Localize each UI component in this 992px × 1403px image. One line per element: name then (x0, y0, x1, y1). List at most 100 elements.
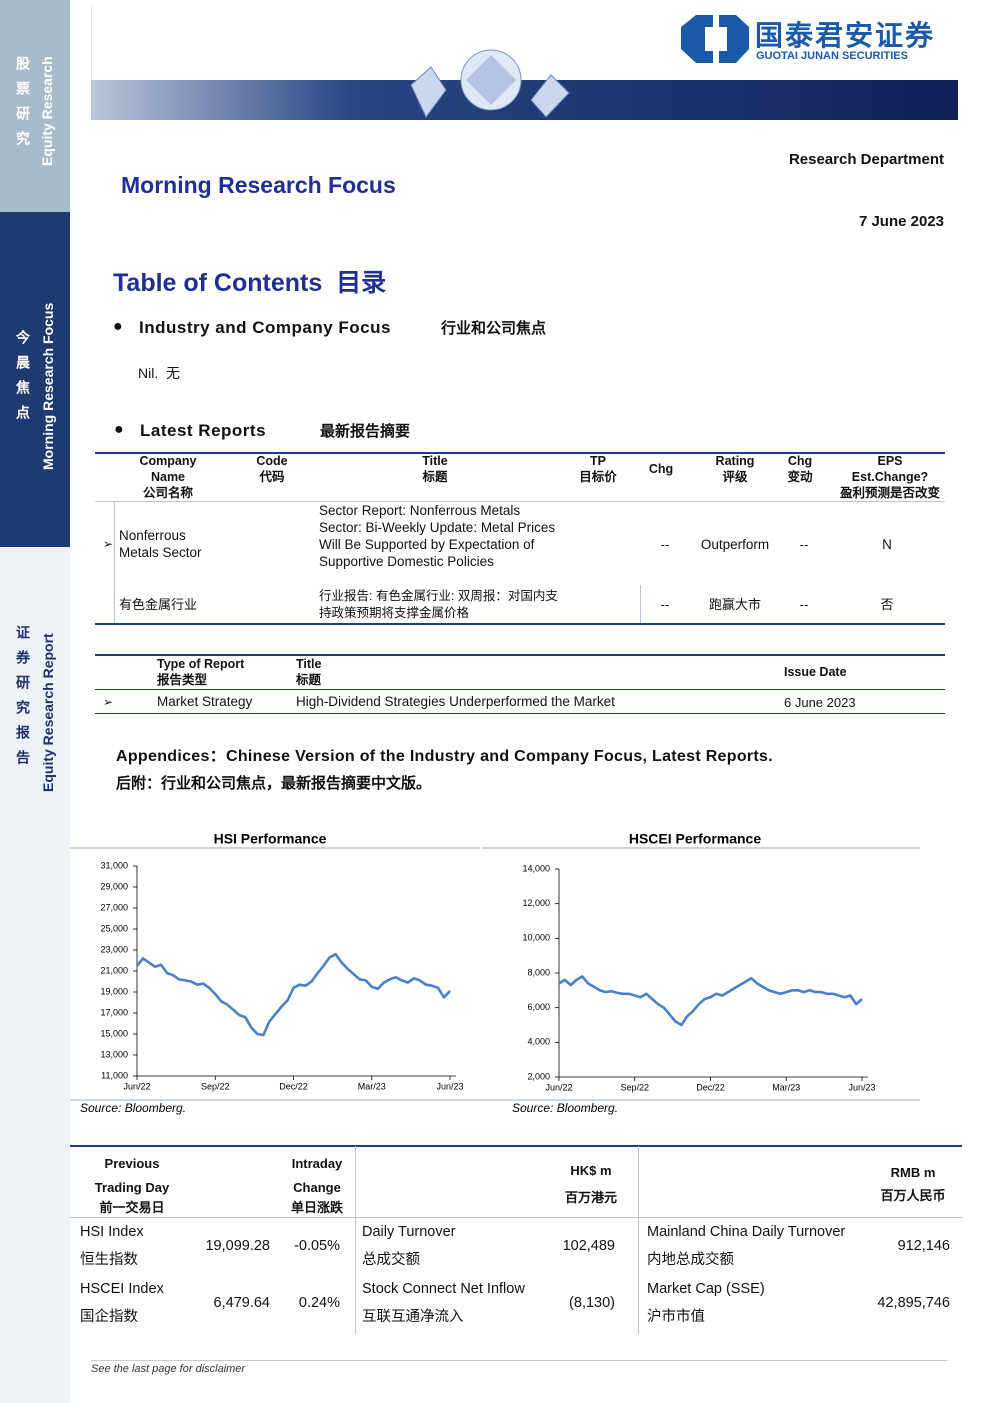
chg: -- (660, 597, 670, 612)
metric-cn: 总成交额 (362, 1252, 420, 1268)
diamond (530, 74, 570, 118)
table-rule (95, 654, 945, 656)
col-header: Company Name (139, 454, 197, 484)
col-header: Rating (715, 454, 755, 468)
banner (91, 5, 958, 120)
y-tick-label: 15,000 (100, 1028, 128, 1038)
y-tick-label: 27,000 (100, 902, 128, 912)
charts: HSI Performance Source: Bloomberg. 11,000 1… (70, 831, 920, 1115)
banner-band (91, 80, 958, 120)
row-arrow: ➢ (103, 695, 114, 709)
y-tick-label: 19,000 (100, 986, 128, 996)
report-title-cell: Sector Report: Nonferrous Metals Sector:… (319, 503, 556, 569)
col-header: Intraday Change (291, 1156, 343, 1195)
sidebar-text: Equity Research Report (40, 633, 56, 792)
report-title: Morning Research Focus (121, 172, 396, 198)
intraday-change: 0.24% (298, 1295, 340, 1311)
sidebar-text: Equity Research (39, 56, 55, 166)
metric-cn: 互联互通净流入 (362, 1309, 464, 1325)
nil-en: Nil. (138, 365, 159, 381)
appendices: Appendices：Chinese Version of the Indust… (116, 748, 773, 765)
nil-cn: 无 (166, 365, 181, 381)
col-header-cn: 变动 (787, 470, 813, 484)
line-series (558, 975, 863, 1027)
sidebar-text: 股票研究 (15, 56, 31, 156)
col-header: RMB m (890, 1165, 936, 1180)
y-tick-label: 21,000 (100, 965, 128, 975)
col-header: Chg (787, 454, 813, 468)
col-header-cn: 标题 (296, 673, 322, 687)
section-heading: Industry and Company Focus (139, 318, 391, 337)
table-rule (70, 1145, 962, 1147)
col-header-cn: 单日涨跌 (290, 1200, 344, 1215)
company: Nonferrous Metals Sector (119, 528, 202, 560)
diamond (410, 66, 447, 118)
section-heading-cn: 最新报告摘要 (320, 423, 411, 440)
table-rule (95, 713, 945, 714)
y-tick-label: 17,000 (100, 1007, 128, 1017)
previous-close: 19,099.28 (205, 1238, 270, 1254)
rmb-value: 42,895,746 (877, 1295, 950, 1311)
report-title-cell: High-Dividend Strategies Underperformed … (296, 694, 615, 709)
sidebar-text: 今晨焦点 (15, 330, 31, 430)
toc-title: Table of Contents 目录 (113, 268, 386, 298)
chg: -- (660, 537, 670, 552)
table-rule (95, 689, 945, 690)
col-header-cn: 前一交易日 (99, 1200, 165, 1215)
rmb-value: 912,146 (897, 1238, 950, 1254)
mainland-metric: Market Cap (SSE) (647, 1281, 765, 1297)
report-date: 7 June 2023 (858, 213, 944, 230)
col-header: Chg (648, 462, 674, 476)
chart-title: HSI Performance (214, 831, 327, 847)
rating-chg: -- (799, 597, 809, 612)
y-tick-label: 8,000 (527, 967, 550, 977)
col-header-cn: 代码 (259, 470, 285, 484)
bullet: ● (114, 421, 124, 438)
company: 有色金属行业 (119, 597, 198, 612)
chart-title: HSCEI Performance (629, 831, 761, 847)
hk-value: 102,489 (562, 1238, 615, 1254)
col-header: Type of Report (157, 657, 245, 671)
metric: Stock Connect Net Inflow (362, 1281, 525, 1297)
col-header: Issue Date (784, 665, 847, 679)
x-tick-label: Jun/22 (123, 1081, 150, 1091)
table-rule (70, 1217, 962, 1218)
appendices-cn: 后附：行业和公司焦点，最新报告摘要中文版。 (116, 775, 432, 792)
y-tick-label: 29,000 (100, 881, 128, 891)
previous-close: 6,479.64 (213, 1295, 270, 1311)
col-header-cn: 百万人民币 (880, 1188, 946, 1203)
footer-rule (91, 1360, 947, 1361)
y-tick-label: 31,000 (100, 860, 128, 870)
table-rule (95, 623, 945, 625)
y-tick-label: 25,000 (100, 923, 128, 933)
index-name: HSCEI Index (80, 1281, 164, 1297)
x-tick-label: Jun/23 (848, 1082, 875, 1092)
table-rule (114, 501, 115, 623)
toc-title-en: Table of Contents (113, 269, 323, 297)
section-heading: Latest Reports (140, 421, 267, 440)
x-tick-label: Mar/23 (772, 1082, 800, 1092)
col-header-cn: 报告类型 (157, 673, 208, 687)
chart-source: Source: Bloomberg. (80, 1101, 186, 1115)
x-tick-label: Sep/22 (620, 1082, 649, 1092)
index-name: HSI Index (80, 1224, 144, 1240)
sidebar-text: 证券研究报告 (15, 625, 31, 775)
x-tick-label: Jun/23 (436, 1081, 463, 1091)
toc-title-cn: 目录 (336, 269, 387, 297)
x-tick-label: Mar/23 (358, 1081, 386, 1091)
table-rule (355, 1146, 356, 1334)
col-header: Title (422, 454, 448, 468)
rating-chg: -- (799, 537, 809, 552)
col-header: Previous Trading Day (94, 1156, 170, 1195)
logo-mark (705, 27, 727, 51)
col-header-cn: 目标价 (579, 470, 617, 484)
line-series (135, 952, 451, 1037)
x-tick-label: Dec/22 (696, 1082, 725, 1092)
row-arrow: ➢ (103, 537, 114, 551)
table-rule (638, 1146, 639, 1334)
col-header-cn: 百万港元 (564, 1190, 618, 1205)
intraday-change: -0.05% (294, 1238, 340, 1254)
col-header: HK$ m (570, 1163, 612, 1178)
col-header: EPS Est.Change? (851, 454, 929, 484)
